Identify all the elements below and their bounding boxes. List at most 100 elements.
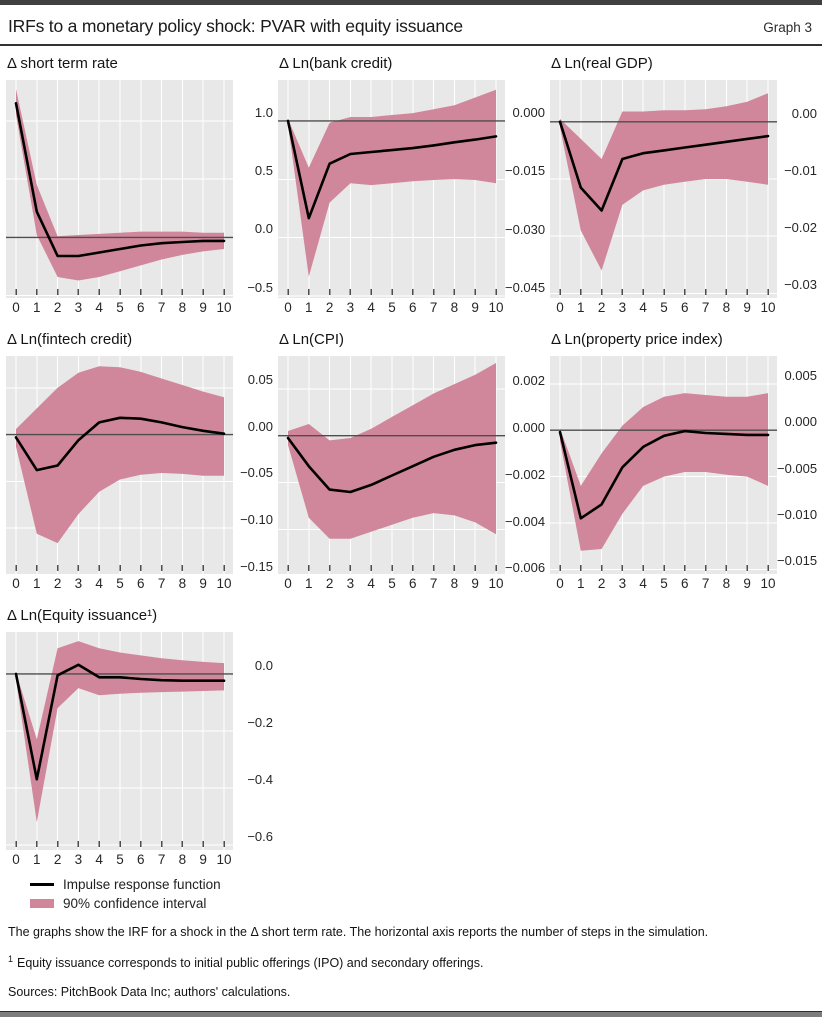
x-tick-label: 10 — [488, 576, 504, 591]
panel-title: Δ short term rate — [7, 55, 118, 72]
panel-plot-svg — [550, 80, 777, 298]
x-tick-label: 2 — [325, 300, 334, 315]
irf-line — [286, 119, 498, 220]
y-tick-label: 0.00 — [791, 105, 817, 121]
y-tick-label: −0.5 — [247, 279, 273, 295]
confidence-band — [16, 366, 224, 544]
panel-body: 0.00 −0.01 −0.02 −0.03 — [550, 80, 822, 298]
y-tick-label: −0.045 — [505, 280, 546, 296]
y-tick-label: −0.015 — [505, 163, 546, 179]
x-tick-label: 5 — [660, 576, 668, 591]
x-axis-labels: 0 1 2 3 4 5 6 7 8 9 10 — [6, 298, 233, 322]
footnote-1: 1 Equity issuance corresponds to initial … — [8, 952, 812, 971]
plot-area — [6, 356, 233, 576]
x-tick-label: 3 — [346, 300, 355, 315]
x-tick-label: 8 — [450, 576, 459, 591]
plot-area — [6, 80, 233, 298]
plot-area — [550, 356, 777, 574]
x-tick-label: 10 — [216, 576, 232, 591]
x-tick-label: 2 — [325, 576, 334, 591]
irf-panel-2: Δ Ln(bank credit) 0.000 −0.015 −0.030 −0.04… — [278, 46, 550, 322]
x-tick-label: 0 — [556, 300, 564, 315]
x-tick-label: 0 — [12, 576, 20, 591]
y-axis-labels: 0.05 0.00 −0.05 −0.10 −0.15 — [233, 356, 277, 574]
plot-area — [6, 632, 233, 850]
y-tick-label: −0.05 — [240, 465, 273, 481]
x-axis-labels: 0 1 2 3 4 5 6 7 8 9 10 — [278, 574, 505, 598]
confidence-band — [288, 363, 496, 539]
x-tick-label: 1 — [33, 300, 41, 315]
x-tick-label: 2 — [597, 300, 606, 315]
x-tick-label: 9 — [743, 576, 751, 591]
x-axis-labels: 0 1 2 3 4 5 6 7 8 9 10 — [278, 298, 505, 322]
irf-panel-7: Δ Ln(Equity issuance¹) 0.0 −0.2 −0.4 −0.6 0… — [6, 598, 278, 874]
x-tick-label: 1 — [577, 576, 585, 591]
x-ticks — [15, 289, 225, 295]
x-tick-label: 1 — [577, 300, 585, 315]
legend-row-band: 90% confidence interval — [30, 895, 822, 912]
y-axis-labels: 0.002 0.000 −0.002 −0.004 −0.006 — [505, 356, 549, 576]
y-tick-label: −0.01 — [784, 163, 817, 178]
x-tick-label: 7 — [701, 300, 710, 315]
x-tick-label: 0 — [556, 576, 564, 591]
x-tick-label: 7 — [701, 576, 710, 591]
y-tick-label: −0.15 — [240, 558, 273, 574]
x-tick-label: 1 — [33, 576, 41, 591]
x-tick-label: 9 — [199, 576, 207, 591]
panel-plot-svg — [278, 356, 505, 577]
x-tick-label: 4 — [367, 300, 375, 315]
x-tick-label: 1 — [33, 852, 41, 867]
footnote-main: The graphs show the IRF for a shock in t… — [8, 925, 709, 939]
legend-line-label: Impulse response function — [63, 877, 221, 892]
x-axis-labels: 0 1 2 3 4 5 6 7 8 9 10 — [550, 574, 777, 598]
x-tick-label: 7 — [157, 852, 166, 867]
x-tick-label: 3 — [74, 852, 83, 867]
x-tick-label: 5 — [116, 300, 124, 315]
irf-panel-6: Δ Ln(property price index) 0.005 0.000 −0.… — [550, 322, 822, 598]
x-ticks — [559, 289, 769, 295]
x-tick-label: 3 — [346, 576, 355, 591]
x-tick-label: 2 — [53, 576, 62, 591]
y-tick-label: 0.00 — [247, 418, 273, 434]
y-tick-label: 0.0 — [254, 221, 273, 237]
y-tick-label: 0.000 — [512, 104, 545, 120]
x-tick-label: 8 — [450, 300, 459, 315]
x-tick-label: 8 — [178, 576, 187, 591]
y-axis-labels: 0.0 −0.2 −0.4 −0.6 — [233, 632, 277, 850]
x-tick-label: 10 — [760, 576, 776, 591]
y-tick-label: 0.000 — [512, 419, 545, 435]
irf-line — [14, 416, 226, 472]
y-tick-label: −0.010 — [777, 507, 818, 522]
x-tick-label: 6 — [681, 300, 689, 315]
x-tick-label: 0 — [12, 852, 20, 867]
x-tick-label: 3 — [618, 576, 627, 591]
panel-plot-svg — [6, 80, 233, 298]
chart-legend: Impulse response function 90% confidence… — [30, 876, 822, 912]
panel-title: Δ Ln(Equity issuance¹) — [7, 607, 158, 624]
panel-plot-svg — [6, 356, 233, 576]
panel-plot-svg — [6, 632, 233, 850]
x-tick-label: 0 — [12, 300, 20, 315]
y-tick-label: −0.005 — [777, 460, 818, 476]
irf-panel-4: Δ Ln(fintech credit) 0.05 0.00 −0.05 −0.10 −… — [6, 322, 278, 598]
x-tick-label: 4 — [95, 576, 103, 591]
panel-body: 0.05 0.00 −0.05 −0.10 −0.15 — [6, 356, 278, 576]
x-tick-label: 2 — [53, 300, 62, 315]
x-tick-label: 6 — [409, 576, 417, 591]
irf-line — [558, 120, 770, 212]
panel-title: Δ Ln(bank credit) — [279, 55, 393, 72]
x-tick-label: 8 — [178, 300, 187, 315]
x-tick-label: 7 — [157, 300, 166, 315]
y-tick-label: 1.0 — [254, 104, 273, 120]
irf-line — [14, 101, 226, 258]
x-tick-label: 7 — [429, 576, 438, 591]
panel-plot-svg — [278, 80, 505, 298]
x-tick-label: 8 — [722, 576, 731, 591]
x-ticks — [559, 565, 769, 571]
y-tick-label: −0.002 — [505, 466, 546, 482]
footnote-1-text: Equity issuance corresponds to initial p… — [17, 956, 484, 971]
y-axis-labels: 0.005 0.000 −0.005 −0.010 −0.015 — [777, 356, 821, 574]
legend-band-swatch — [30, 899, 54, 908]
